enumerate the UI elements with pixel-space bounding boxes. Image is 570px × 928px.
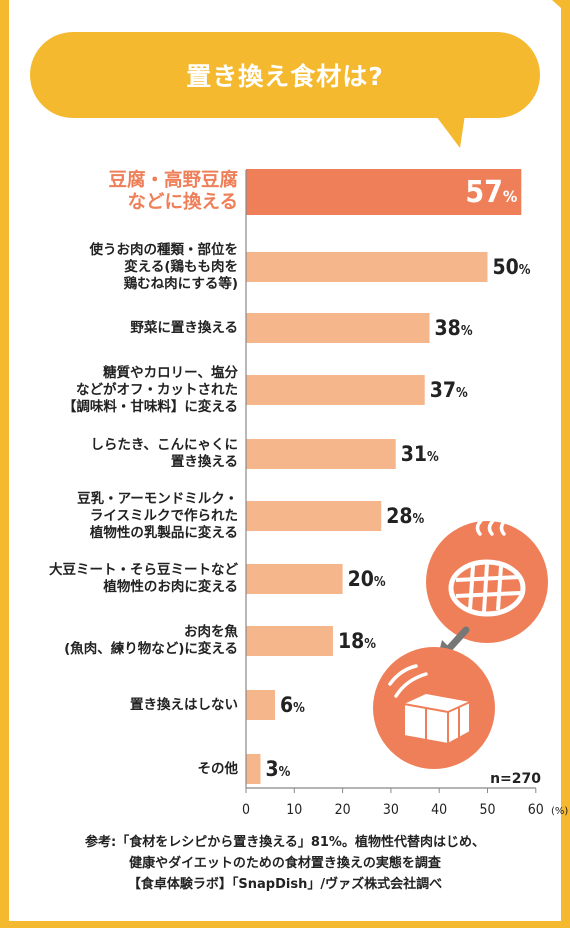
bar xyxy=(246,169,522,215)
frame-left xyxy=(0,0,9,928)
bar xyxy=(246,564,343,594)
category-label-line: 豆乳・アーモンドミルク・ xyxy=(77,490,238,507)
x-unit-label: (%) xyxy=(551,806,568,817)
bar xyxy=(246,252,488,282)
category-label-line: しらたき、こんにゃくに xyxy=(90,437,238,453)
category-label-line: その他 xyxy=(197,760,239,777)
value-label: 57% xyxy=(465,175,517,210)
category-label-line: (魚肉、練り物など)に変える xyxy=(64,641,238,657)
category-label-line: 糖質やカロリー、塩分 xyxy=(103,364,238,381)
category-label: 野菜に置き換える xyxy=(130,320,238,337)
category-label: 豆腐・高野豆腐 などに換える xyxy=(108,170,238,214)
category-label-line: 豆腐・高野豆腐 xyxy=(108,170,238,191)
footnote: 参考:「食材をレシピから置き換える」81%。植物性代替肉はじめ、 健康やダイエッ… xyxy=(0,832,570,895)
category-label: 使うお肉の種類・部位を 変える(鶏もも肉を 鶏むね肉にする等) xyxy=(90,242,239,293)
frame-right xyxy=(561,0,570,928)
category-label-line: などに換える xyxy=(127,192,238,213)
bar xyxy=(246,626,333,656)
category-label-line: 変える(鶏もも肉を xyxy=(124,258,238,275)
x-tick-label: 10 xyxy=(286,802,302,818)
bar xyxy=(246,690,275,720)
footnote-line: 健康やダイエットのための食材置き換えの実態を調査 xyxy=(129,856,441,871)
corner-decoration xyxy=(552,0,570,16)
category-label-line: 鶏むね肉にする等) xyxy=(123,275,238,292)
value-label: 31% xyxy=(401,442,439,466)
sample-size-label: n=270 xyxy=(490,771,541,787)
category-label-line: 置き換える xyxy=(170,454,238,470)
bubble-tail xyxy=(430,108,466,148)
footnote-line: 参考:「食材をレシピから置き換える」81%。植物性代替肉はじめ、 xyxy=(85,835,485,850)
category-label-line: 植物性の乳製品に変える xyxy=(89,524,238,541)
bar xyxy=(246,313,430,343)
bar xyxy=(246,375,425,405)
category-label: 置き換えはしない xyxy=(130,697,238,714)
category-label: 豆乳・アーモンドミルク・ ライスミルクで作られた 植物性の乳製品に変える xyxy=(77,491,238,542)
value-label: 6% xyxy=(280,693,305,717)
category-label-line: 【調味料・甘味料】に変える xyxy=(62,398,238,415)
category-label: しらたき、こんにゃくに 置き換える xyxy=(90,437,238,471)
bar xyxy=(246,439,396,469)
bar-chart: 0 10 20 30 40 50 60 (%) n=270 xyxy=(242,169,568,818)
x-tick-label: 20 xyxy=(335,802,351,818)
value-label: 28% xyxy=(386,504,424,528)
x-tick-label: 60 xyxy=(528,802,544,818)
category-label: 糖質やカロリー、塩分 などがオフ・カットされた 【調味料・甘味料】に変える xyxy=(63,365,238,416)
bar xyxy=(246,501,382,531)
value-label: 20% xyxy=(348,567,386,591)
footnote-line: 【食卓体験ラボ】「SnapDish」/ヴァズ株式会社調べ xyxy=(127,877,443,892)
category-label-line: ライスミルクで作られた xyxy=(89,507,238,524)
category-label: 大豆ミート・そら豆ミートなど 植物性のお肉に変える xyxy=(49,562,238,596)
chart-title: 置き換え食材は? xyxy=(186,62,384,91)
value-label: 3% xyxy=(265,757,290,781)
x-tick-label: 0 xyxy=(242,802,250,818)
category-label-line: 使うお肉の種類・部位を xyxy=(89,241,239,258)
tofu-icon xyxy=(373,647,495,769)
x-tick-label: 50 xyxy=(479,802,495,818)
category-label-line: 大豆ミート・そら豆ミートなど xyxy=(49,562,238,578)
steak-icon xyxy=(426,508,548,643)
category-label: お肉を魚 (魚肉、練り物など)に変える xyxy=(64,624,238,658)
value-label: 18% xyxy=(338,629,376,653)
bar xyxy=(246,754,261,784)
category-label-line: お肉を魚 xyxy=(184,624,238,640)
category-label-line: などがオフ・カットされた xyxy=(76,381,238,398)
category-label: その他 xyxy=(198,761,239,778)
value-label: 38% xyxy=(435,316,473,340)
category-label-line: 植物性のお肉に変える xyxy=(103,579,238,595)
x-tick-label: 30 xyxy=(383,802,399,818)
x-tick-label: 40 xyxy=(431,802,447,818)
category-label-line: 野菜に置き換える xyxy=(130,319,238,336)
value-label: 37% xyxy=(430,378,468,402)
frame-bottom xyxy=(0,921,570,928)
value-label: 50% xyxy=(493,255,531,279)
title-bubble: 置き換え食材は? xyxy=(30,32,540,118)
category-label-line: 置き換えはしない xyxy=(130,696,238,713)
